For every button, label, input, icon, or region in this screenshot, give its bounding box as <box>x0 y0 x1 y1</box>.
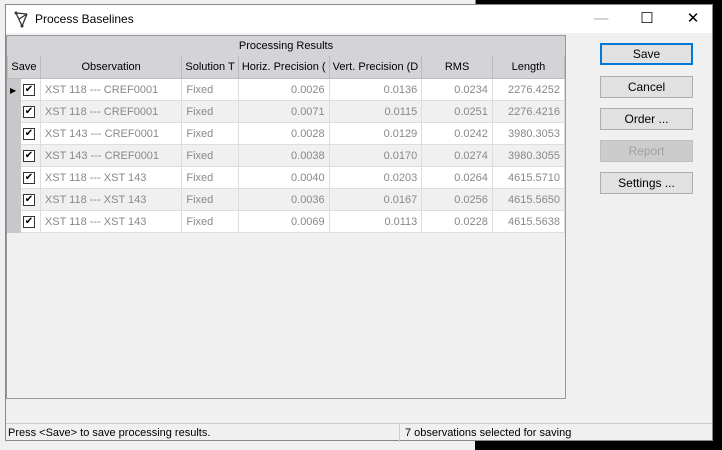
window-title: Process Baselines <box>35 12 134 26</box>
length-cell: 2276.4252 <box>491 78 566 101</box>
length-cell: 2276.4216 <box>491 100 566 123</box>
vert-precision-cell: 0.0113 <box>328 210 423 233</box>
table-row[interactable]: ✔ XST 143 --- CREF0001 Fixed 0.0028 0.01… <box>7 122 566 145</box>
horiz-precision-cell: 0.0026 <box>237 78 330 101</box>
order-button[interactable]: Order ... <box>600 108 693 130</box>
close-button[interactable]: ✕ <box>686 10 700 27</box>
solution-cell: Fixed <box>181 78 239 101</box>
col-length[interactable]: Length <box>491 56 566 79</box>
length-cell: 3980.3055 <box>491 144 566 167</box>
observation-cell: XST 118 --- CREF0001 <box>39 100 183 123</box>
vert-precision-cell: 0.0170 <box>328 144 423 167</box>
observation-cell: XST 118 --- XST 143 <box>39 188 183 211</box>
length-cell: 4615.5638 <box>491 210 566 233</box>
col-rms[interactable]: RMS <box>421 56 493 79</box>
col-save[interactable]: Save <box>7 56 41 79</box>
observation-cell: XST 143 --- CREF0001 <box>39 144 183 167</box>
observation-cell: XST 143 --- CREF0001 <box>39 122 183 145</box>
rms-cell: 0.0234 <box>421 78 493 101</box>
table-row[interactable]: ✔ XST 143 --- CREF0001 Fixed 0.0038 0.01… <box>7 144 566 167</box>
length-cell: 3980.3053 <box>491 122 566 145</box>
save-button[interactable]: Save <box>600 43 693 65</box>
background-window <box>0 0 476 6</box>
save-checkbox[interactable]: ✔ <box>22 194 35 206</box>
row-selector[interactable] <box>7 188 21 211</box>
vert-precision-cell: 0.0115 <box>328 100 423 123</box>
horiz-precision-cell: 0.0071 <box>237 100 330 123</box>
solution-cell: Fixed <box>181 188 239 211</box>
status-message: Press <Save> to save processing results. <box>8 427 211 439</box>
table-row[interactable]: ✔ XST 118 --- XST 143 Fixed 0.0069 0.011… <box>7 210 566 233</box>
maximize-button[interactable]: ☐ <box>640 10 654 27</box>
vert-precision-cell: 0.0136 <box>328 78 423 101</box>
save-checkbox[interactable]: ✔ <box>22 216 35 228</box>
observation-cell: XST 118 --- XST 143 <box>39 166 183 189</box>
results-table: Save Observation Solution T Horiz. Preci… <box>7 56 566 233</box>
row-selector[interactable] <box>7 144 21 167</box>
rms-cell: 0.0242 <box>421 122 493 145</box>
col-vert-precision[interactable]: Vert. Precision (D <box>328 56 423 79</box>
app-icon <box>14 11 28 28</box>
horiz-precision-cell: 0.0038 <box>237 144 330 167</box>
vert-precision-cell: 0.0129 <box>328 122 423 145</box>
col-solution-type[interactable]: Solution T <box>181 56 239 79</box>
save-checkbox[interactable]: ✔ <box>22 84 35 96</box>
solution-cell: Fixed <box>181 144 239 167</box>
observation-cell: XST 118 --- CREF0001 <box>39 78 183 101</box>
column-headers: Save Observation Solution T Horiz. Preci… <box>7 56 566 79</box>
rms-cell: 0.0228 <box>421 210 493 233</box>
table-row[interactable]: ✔ XST 118 --- XST 143 Fixed 0.0036 0.016… <box>7 188 566 211</box>
row-selector[interactable]: ▶ <box>7 78 21 101</box>
horiz-precision-cell: 0.0069 <box>237 210 330 233</box>
vert-precision-cell: 0.0167 <box>328 188 423 211</box>
horiz-precision-cell: 0.0036 <box>237 188 330 211</box>
horiz-precision-cell: 0.0040 <box>237 166 330 189</box>
row-selector[interactable] <box>7 210 21 233</box>
table-row[interactable]: ▶ ✔ XST 118 --- CREF0001 Fixed 0.0026 0.… <box>7 78 566 101</box>
row-selector[interactable] <box>7 100 21 123</box>
save-checkbox[interactable]: ✔ <box>22 172 35 184</box>
process-baselines-dialog: Process Baselines — ☐ ✕ Processing Resul… <box>5 4 713 442</box>
cancel-button[interactable]: Cancel <box>600 76 693 98</box>
rms-cell: 0.0274 <box>421 144 493 167</box>
save-checkbox[interactable]: ✔ <box>22 128 35 140</box>
solution-cell: Fixed <box>181 122 239 145</box>
col-horiz-precision[interactable]: Horiz. Precision ( <box>237 56 330 79</box>
table-row[interactable]: ✔ XST 118 --- XST 143 Fixed 0.0040 0.020… <box>7 166 566 189</box>
report-button: Report <box>600 140 693 162</box>
horiz-precision-cell: 0.0028 <box>237 122 330 145</box>
status-bar: Press <Save> to save processing results.… <box>6 423 712 442</box>
table-row[interactable]: ✔ XST 118 --- CREF0001 Fixed 0.0071 0.01… <box>7 100 566 123</box>
row-selector[interactable] <box>7 166 21 189</box>
minimize-button[interactable]: — <box>593 10 609 27</box>
col-observation[interactable]: Observation <box>39 56 183 79</box>
processing-results-grid[interactable]: Processing Results Save Observation Solu… <box>6 35 566 399</box>
save-checkbox[interactable]: ✔ <box>22 150 35 162</box>
group-header: Processing Results <box>7 36 565 57</box>
row-selector[interactable] <box>7 122 21 145</box>
rms-cell: 0.0256 <box>421 188 493 211</box>
length-cell: 4615.5650 <box>491 188 566 211</box>
rms-cell: 0.0264 <box>421 166 493 189</box>
solution-cell: Fixed <box>181 100 239 123</box>
settings-button[interactable]: Settings ... <box>600 172 693 194</box>
rms-cell: 0.0251 <box>421 100 493 123</box>
save-checkbox[interactable]: ✔ <box>22 106 35 118</box>
length-cell: 4615.5710 <box>491 166 566 189</box>
title-bar[interactable]: Process Baselines — ☐ ✕ <box>6 5 712 33</box>
status-selection-count: 7 observations selected for saving <box>399 424 571 442</box>
solution-cell: Fixed <box>181 210 239 233</box>
current-row-arrow-icon: ▶ <box>10 85 17 95</box>
solution-cell: Fixed <box>181 166 239 189</box>
vert-precision-cell: 0.0203 <box>328 166 423 189</box>
observation-cell: XST 118 --- XST 143 <box>39 210 183 233</box>
